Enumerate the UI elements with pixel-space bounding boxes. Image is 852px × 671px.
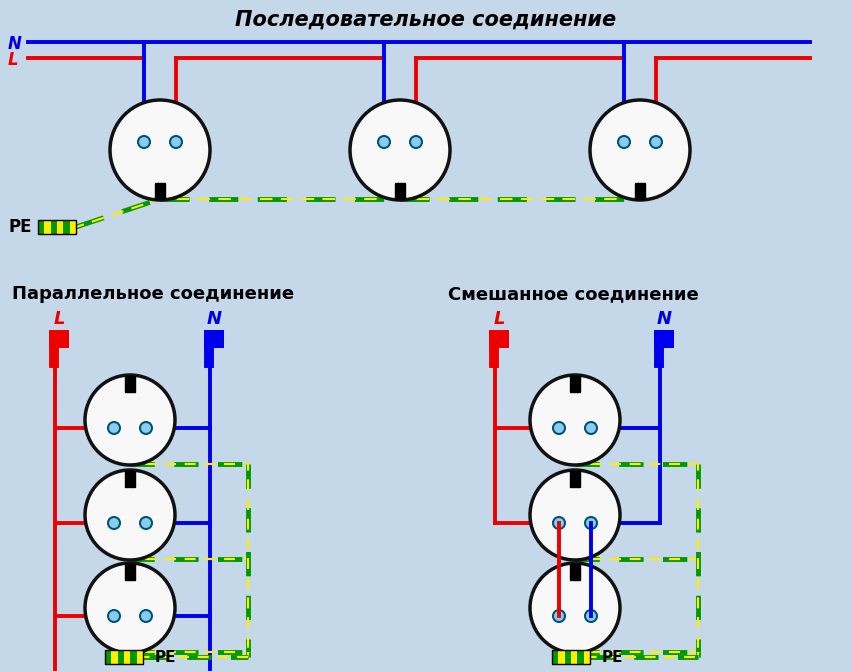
Circle shape	[585, 517, 597, 529]
Bar	[112, 650, 118, 664]
Bar	[38, 220, 76, 234]
Circle shape	[530, 470, 620, 560]
Circle shape	[108, 610, 120, 622]
Bar	[124, 650, 130, 664]
Bar	[584, 650, 590, 664]
Bar	[50, 220, 57, 234]
Circle shape	[108, 517, 120, 529]
Bar	[44, 220, 50, 234]
Circle shape	[110, 100, 210, 200]
Circle shape	[140, 517, 152, 529]
Circle shape	[85, 470, 175, 560]
Circle shape	[530, 563, 620, 653]
Circle shape	[585, 422, 597, 434]
Bar	[57, 220, 63, 234]
Text: PE: PE	[602, 650, 624, 664]
Circle shape	[140, 422, 152, 434]
Bar	[105, 650, 112, 664]
Bar	[552, 650, 558, 664]
Bar	[395, 183, 405, 199]
Bar	[570, 564, 580, 580]
Bar	[49, 330, 69, 348]
Circle shape	[553, 517, 565, 529]
Text: Смешанное соединение: Смешанное соединение	[448, 285, 699, 303]
Text: N: N	[656, 310, 671, 328]
Text: L: L	[493, 310, 504, 328]
Circle shape	[553, 422, 565, 434]
Text: Последовательное соединение: Последовательное соединение	[235, 10, 617, 30]
Circle shape	[410, 136, 422, 148]
Circle shape	[530, 375, 620, 465]
Bar	[571, 650, 578, 664]
Bar	[558, 650, 565, 664]
Circle shape	[585, 610, 597, 622]
Text: PE: PE	[8, 218, 32, 236]
Text: L: L	[8, 51, 19, 69]
Bar	[118, 650, 124, 664]
Circle shape	[85, 563, 175, 653]
Bar	[654, 330, 674, 348]
Bar	[635, 183, 645, 199]
Bar	[125, 564, 135, 580]
Circle shape	[650, 136, 662, 148]
Text: N: N	[8, 35, 22, 53]
Text: N: N	[206, 310, 222, 328]
Bar	[565, 650, 571, 664]
Text: Параллельное соединение: Параллельное соединение	[12, 285, 294, 303]
Text: L: L	[53, 310, 65, 328]
Bar	[136, 650, 143, 664]
Bar	[552, 650, 590, 664]
Circle shape	[378, 136, 390, 148]
Bar	[578, 650, 584, 664]
Bar	[70, 220, 76, 234]
Circle shape	[170, 136, 182, 148]
Bar	[38, 220, 44, 234]
Bar	[489, 330, 509, 348]
Bar	[125, 471, 135, 487]
Bar	[130, 650, 136, 664]
Circle shape	[553, 610, 565, 622]
Circle shape	[85, 375, 175, 465]
Bar	[570, 376, 580, 392]
Circle shape	[140, 610, 152, 622]
Circle shape	[350, 100, 450, 200]
Bar	[125, 376, 135, 392]
Bar	[63, 220, 70, 234]
Circle shape	[618, 136, 630, 148]
Bar	[155, 183, 165, 199]
Bar	[105, 650, 143, 664]
Bar	[570, 471, 580, 487]
Circle shape	[138, 136, 150, 148]
Text: PE: PE	[155, 650, 176, 664]
Circle shape	[108, 422, 120, 434]
Bar	[204, 330, 224, 348]
Circle shape	[590, 100, 690, 200]
